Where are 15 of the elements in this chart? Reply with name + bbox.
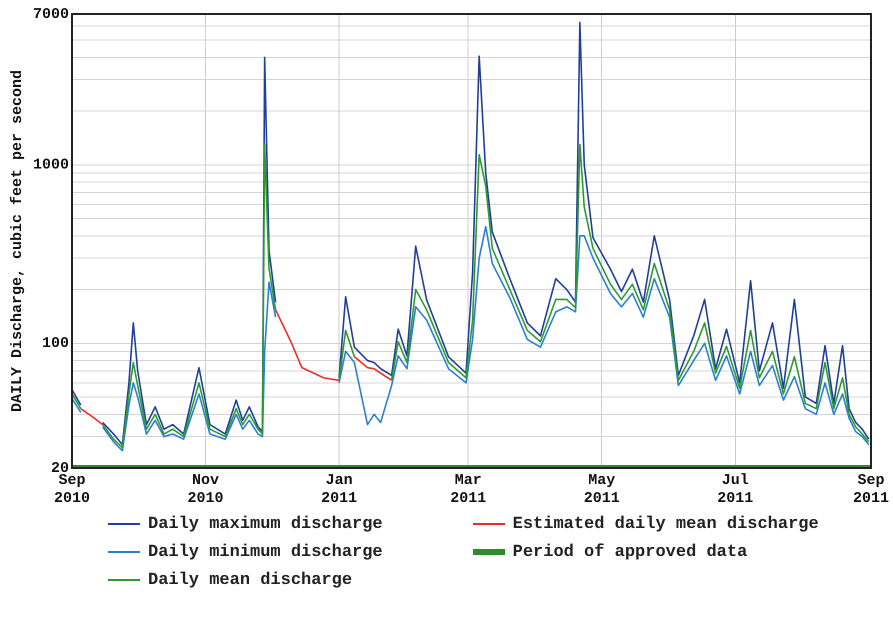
legend-label: Daily minimum discharge (148, 542, 383, 562)
x-tick-label: Mar 2011 (450, 472, 486, 507)
legend-label: Daily maximum discharge (148, 514, 383, 534)
legend-label: Period of approved data (512, 542, 748, 562)
x-tick-label: Sep 2011 (852, 472, 890, 507)
x-tick-label: Nov 2010 (188, 472, 224, 507)
x-tick-label: Jul 2011 (717, 472, 754, 507)
y-tick-label: 1000 (32, 156, 70, 174)
x-tick-label: Jan 2011 (321, 472, 358, 507)
y-tick-label: 100 (42, 335, 70, 352)
y-tick-label: 7000 (32, 6, 70, 23)
x-tick-label: May 2011 (584, 472, 620, 507)
y-axis-title: DAILY Discharge, cubic feet per second (8, 70, 26, 412)
legend-label: Estimated daily mean discharge (512, 514, 819, 534)
legend-label: Daily mean discharge (148, 570, 352, 590)
